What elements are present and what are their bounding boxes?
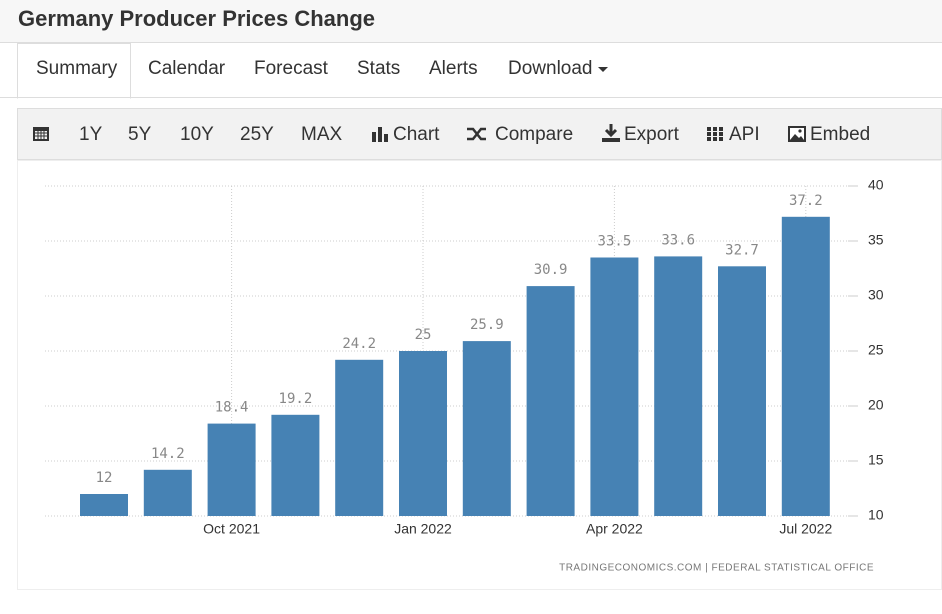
- range-button[interactable]: 1Y: [79, 124, 103, 145]
- tab[interactable]: Forecast: [254, 58, 328, 79]
- data-label: 30.9: [534, 262, 568, 278]
- tab[interactable]: Alerts: [429, 58, 478, 79]
- bar: [271, 414, 320, 516]
- tab[interactable]: Stats: [357, 58, 401, 79]
- tool-button[interactable]: Compare: [495, 124, 574, 145]
- tool-button[interactable]: Chart: [393, 124, 440, 145]
- x-tick-label: Apr 2022: [586, 521, 643, 537]
- data-label: 12: [96, 470, 113, 486]
- bar: [462, 341, 511, 516]
- tab-divider: [0, 97, 942, 98]
- y-tick-label: 10: [868, 507, 884, 523]
- x-tick-label: Jan 2022: [394, 521, 452, 537]
- x-tick-label: Jul 2022: [779, 521, 832, 537]
- tab[interactable]: Download: [508, 58, 593, 79]
- active-tab: [17, 43, 131, 99]
- bar: [590, 257, 639, 516]
- data-label: 25.9: [470, 317, 504, 333]
- data-label: 18.4: [215, 400, 249, 416]
- x-tick-label: Oct 2021: [203, 521, 260, 537]
- range-button[interactable]: 25Y: [240, 124, 274, 145]
- data-label: 33.6: [661, 232, 695, 248]
- embed-icon: [788, 126, 806, 142]
- data-label: 24.2: [342, 336, 376, 352]
- bar: [526, 286, 575, 516]
- data-label: 37.2: [789, 193, 823, 209]
- api-icon: [707, 127, 723, 141]
- bar: [781, 216, 830, 517]
- data-label: 33.5: [598, 234, 632, 250]
- calendar-icon[interactable]: [32, 124, 50, 142]
- y-tick-label: 25: [868, 342, 884, 358]
- tab[interactable]: Summary: [36, 58, 118, 79]
- tool-button[interactable]: Embed: [810, 124, 871, 145]
- bar: [143, 469, 192, 516]
- title-bar: [0, 0, 942, 43]
- chart-icon: [372, 127, 388, 142]
- bar: [399, 351, 447, 516]
- tool-button[interactable]: Export: [624, 124, 679, 145]
- export-icon: [602, 124, 620, 142]
- tool-button[interactable]: API: [729, 124, 760, 145]
- bar: [335, 359, 384, 516]
- caret: [598, 67, 608, 72]
- bar: [80, 494, 128, 516]
- data-label: 25: [415, 327, 432, 343]
- chart: 10 15 20 25 30 35 40 Oct 2021 Jan 2022 Apr 2022 Ju…: [45, 177, 884, 574]
- y-tick-label: 15: [868, 452, 884, 468]
- data-label: 32.7: [725, 242, 759, 258]
- data-label: 19.2: [279, 391, 313, 407]
- y-tick-label: 20: [868, 397, 884, 413]
- y-tick-label: 35: [868, 232, 884, 248]
- bar: [718, 266, 766, 516]
- data-label: 14.2: [151, 446, 185, 462]
- compare-icon: [467, 127, 486, 141]
- range-button[interactable]: MAX: [301, 124, 343, 145]
- range-button[interactable]: 5Y: [128, 124, 152, 145]
- source-note: TRADINGECONOMICS.COM | FEDERAL STATISTIC…: [559, 563, 874, 574]
- y-tick-label: 30: [868, 287, 884, 303]
- bar: [654, 256, 703, 516]
- range-button[interactable]: 10Y: [180, 124, 214, 145]
- page-title: Germany Producer Prices Change: [18, 6, 376, 31]
- tab[interactable]: Calendar: [148, 58, 226, 79]
- bar: [207, 423, 256, 516]
- y-tick-label: 40: [868, 177, 884, 193]
